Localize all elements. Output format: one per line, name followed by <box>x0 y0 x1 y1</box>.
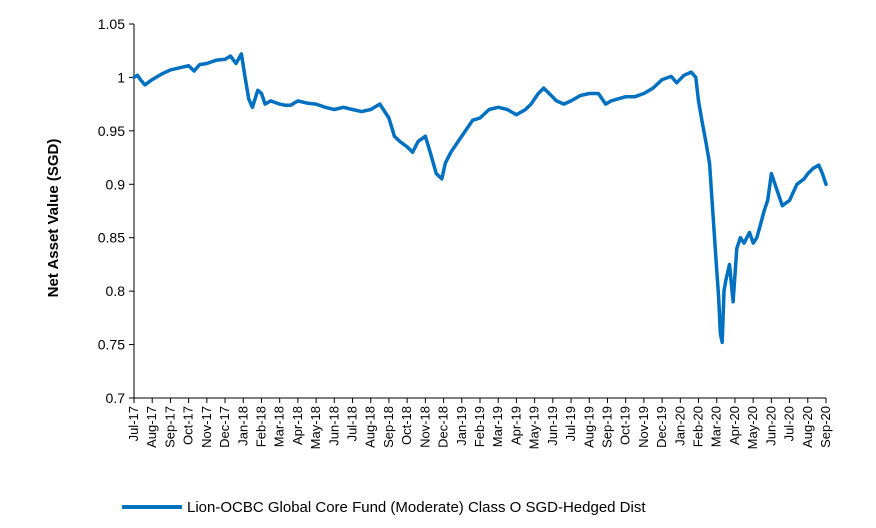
x-tick-label: Mar-18 <box>272 406 287 447</box>
y-tick-label: 0.9 <box>106 176 126 192</box>
x-tick-label: Dec-17 <box>217 406 232 448</box>
x-tick-label: Aug-19 <box>581 406 596 448</box>
y-tick-label: 0.8 <box>106 283 126 299</box>
y-tick-label: 0.95 <box>98 123 125 139</box>
x-tick-label: Oct-19 <box>618 406 633 445</box>
x-tick-label: Feb-19 <box>472 406 487 447</box>
x-tick-label: Jan-19 <box>454 406 469 446</box>
x-tick-label: Nov-18 <box>417 406 432 448</box>
series-line <box>132 52 828 345</box>
x-tick-label: Aug-20 <box>800 406 815 448</box>
x-tick-label: Sep-20 <box>818 406 833 448</box>
y-tick-labels: 0.7 0.75 0.8 0.85 0.9 0.95 1 1.05 <box>98 16 134 406</box>
x-tick-label: Sep-18 <box>381 406 396 448</box>
x-tick-label: Sep-17 <box>162 406 177 448</box>
x-tick-label: Jan-18 <box>235 406 250 446</box>
x-tick-label: Oct-17 <box>181 406 196 445</box>
x-tick-label: Jul-20 <box>782 406 797 441</box>
x-tick-label: Sep-19 <box>599 406 614 448</box>
x-tick-label: Nov-17 <box>199 406 214 448</box>
x-tick-label: Nov-19 <box>636 406 651 448</box>
x-tick-label: May-19 <box>527 406 542 449</box>
y-tick-label: 1.05 <box>98 16 125 32</box>
y-tick-label: 0.85 <box>98 230 125 246</box>
legend: Lion-OCBC Global Core Fund (Moderate) Cl… <box>122 499 646 516</box>
x-tick-label: Feb-20 <box>691 406 706 447</box>
x-tick-label: Dec-18 <box>436 406 451 448</box>
x-tick-label: Feb-18 <box>253 406 268 447</box>
y-tick-label: 1 <box>117 69 125 85</box>
x-tick-label: Jul-17 <box>126 406 141 441</box>
x-tick-label: Aug-17 <box>144 406 159 448</box>
x-tick-label: Apr-19 <box>508 406 523 445</box>
y-tick-label: 0.75 <box>98 337 125 353</box>
x-tick-label: Dec-19 <box>654 406 669 448</box>
x-tick-label: Jul-19 <box>563 406 578 441</box>
y-tick-label: 0.7 <box>106 390 126 406</box>
x-tick-label: Jun-18 <box>326 406 341 446</box>
x-tick-label: May-18 <box>308 406 323 449</box>
legend-label: Lion-OCBC Global Core Fund (Moderate) Cl… <box>187 499 646 516</box>
x-tick-label: Aug-18 <box>363 406 378 448</box>
x-tick-label: Jul-18 <box>345 406 360 441</box>
x-tick-label: Jan-20 <box>672 406 687 446</box>
x-tick-label: Jun-19 <box>545 406 560 446</box>
x-tick-label: Apr-18 <box>290 406 305 445</box>
y-axis-label: Net Asset Value (SGD) <box>45 139 62 298</box>
x-tick-label: Mar-19 <box>490 406 505 447</box>
x-tick-label: Apr-20 <box>727 406 742 445</box>
series-group <box>132 52 828 345</box>
y-axis-title: Net Asset Value (SGD) <box>45 139 62 298</box>
x-tick-labels: Jul-17 Aug-17 Sep-17 Oct-17 Nov-17 Dec-17 Jan-… <box>126 398 833 449</box>
x-tick-label: Mar-20 <box>709 406 724 447</box>
x-tick-label: May-20 <box>745 406 760 449</box>
x-tick-label: Oct-18 <box>399 406 414 445</box>
x-tick-label: Jun-20 <box>763 406 778 446</box>
